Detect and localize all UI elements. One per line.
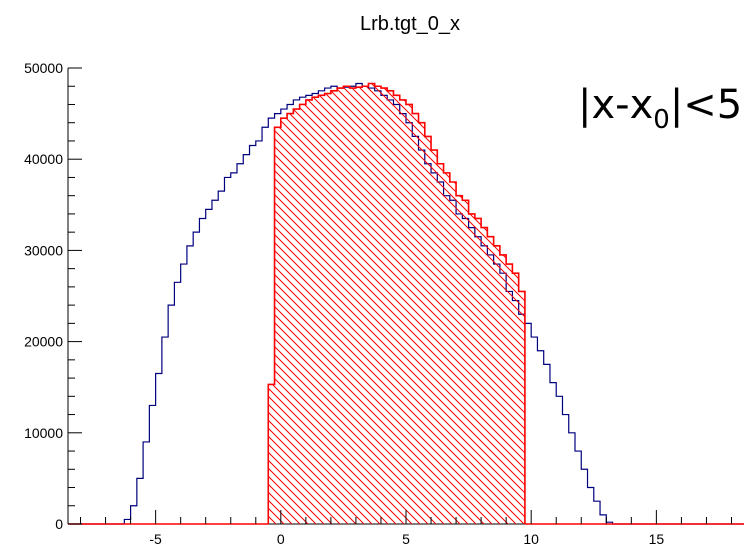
series-1-bin: [331, 91, 337, 524]
series-0-bin: [262, 127, 268, 524]
y-tick-label: 10000: [24, 425, 63, 441]
series-1-bin: [293, 109, 299, 524]
series-0-bin: [224, 177, 230, 524]
series-1-bin: [412, 114, 418, 524]
x-tick-label: 10: [523, 531, 539, 547]
y-tick-label: 20000: [24, 334, 63, 350]
series-1-bin: [450, 182, 456, 524]
series-0-bin: [237, 164, 243, 524]
series-0-bin: [149, 405, 155, 524]
series-1-hatch-fill: [268, 83, 525, 524]
series-1-bin: [469, 214, 475, 524]
series-0-bin: [143, 442, 149, 524]
series-0-bin: [525, 323, 531, 524]
series-1-bin: [487, 237, 493, 524]
series-0-bin: [231, 173, 237, 524]
x-tick-label: 15: [649, 531, 665, 547]
series-1-bin: [400, 100, 406, 524]
series-0-bin: [550, 383, 556, 524]
series-1-bin: [318, 95, 324, 524]
series-0-bin: [218, 191, 224, 524]
series-1-bin: [519, 291, 525, 524]
series-0-bin: [588, 488, 594, 524]
series-1-bin: [325, 94, 331, 524]
series-0-bin: [137, 478, 143, 524]
series-1-bin: [406, 104, 412, 524]
series-1-bin: [362, 86, 368, 524]
series-1-bin: [306, 100, 312, 524]
annotation-main: |x-x: [578, 82, 653, 128]
series-0-bin: [594, 501, 600, 524]
series-1-bin: [337, 88, 343, 524]
series-0-bin: [206, 209, 212, 524]
series-1-bin: [456, 196, 462, 524]
series-1-bin: [506, 264, 512, 524]
series-1-bin: [419, 123, 425, 524]
chart-title: Lrb.tgt_0_x: [360, 13, 460, 35]
x-tick-label: 5: [402, 531, 410, 547]
series-0-bin: [250, 146, 256, 524]
series-1-bin: [275, 127, 281, 524]
series-1-bin: [444, 173, 450, 524]
y-tick-label: 0: [55, 516, 63, 532]
x-axis: -5 0 5 10 15: [80, 510, 732, 547]
series-1-bin: [312, 97, 318, 524]
series-1-bin: [387, 91, 393, 524]
series-0-bin: [556, 396, 562, 524]
series-0-bin: [581, 469, 587, 524]
y-tick-label: 30000: [24, 242, 63, 258]
series-0-bin: [600, 515, 606, 524]
series-1-bin: [381, 88, 387, 524]
series-0-bin: [156, 374, 162, 524]
series-0-bin: [187, 246, 193, 524]
series-1-bin: [343, 86, 349, 524]
annotation-subscript: 0: [653, 105, 670, 135]
series-0-bin: [174, 282, 180, 524]
series-0-bin: [181, 264, 187, 524]
series-1-line: [68, 82, 744, 525]
series-1-bin: [462, 200, 468, 524]
series-0-bin: [168, 305, 174, 524]
series-0-bin: [243, 155, 249, 524]
x-tick-label: 0: [277, 531, 285, 547]
series-0-bin: [193, 232, 199, 524]
y-tick-label: 40000: [24, 151, 63, 167]
series-1-bin: [281, 118, 287, 524]
series-1-bin: [287, 114, 293, 524]
series-0-bin: [562, 415, 568, 524]
series-0-bin: [199, 218, 205, 524]
series-1-bin: [425, 136, 431, 524]
y-axis: 0 10000 20000 30000 40000 50000: [24, 60, 82, 532]
series-1-bin: [500, 255, 506, 524]
series-0-bin: [531, 337, 537, 524]
series-1-bin: [393, 95, 399, 524]
series-0-bin: [131, 506, 137, 524]
series-1-bin: [356, 87, 362, 524]
series-1-bin: [431, 150, 437, 524]
series-1-bin: [494, 246, 500, 524]
series-0-bin: [575, 451, 581, 524]
series-1-bin: [437, 164, 443, 524]
series-1-bin: [375, 86, 381, 524]
series-0-bin: [544, 364, 550, 524]
cut-annotation: |x-x0|<5: [578, 82, 742, 135]
series-1-bin: [300, 104, 306, 524]
y-tick-label: 50000: [24, 60, 63, 76]
series-layer: [68, 82, 744, 525]
series-0-bin: [256, 141, 262, 524]
series-0-bin: [212, 200, 218, 524]
series-1-bin: [350, 88, 356, 524]
series-1-bin: [368, 84, 374, 524]
series-0-bin: [537, 351, 543, 524]
series-0-bin: [162, 337, 168, 524]
annotation-tail: |<5: [670, 82, 742, 128]
series-1-bin: [512, 273, 518, 524]
series-1-bin: [475, 218, 481, 524]
x-tick-label: -5: [149, 531, 162, 547]
series-1-bin: [481, 228, 487, 524]
series-1-bin: [268, 384, 274, 524]
series-0-bin: [569, 433, 575, 524]
